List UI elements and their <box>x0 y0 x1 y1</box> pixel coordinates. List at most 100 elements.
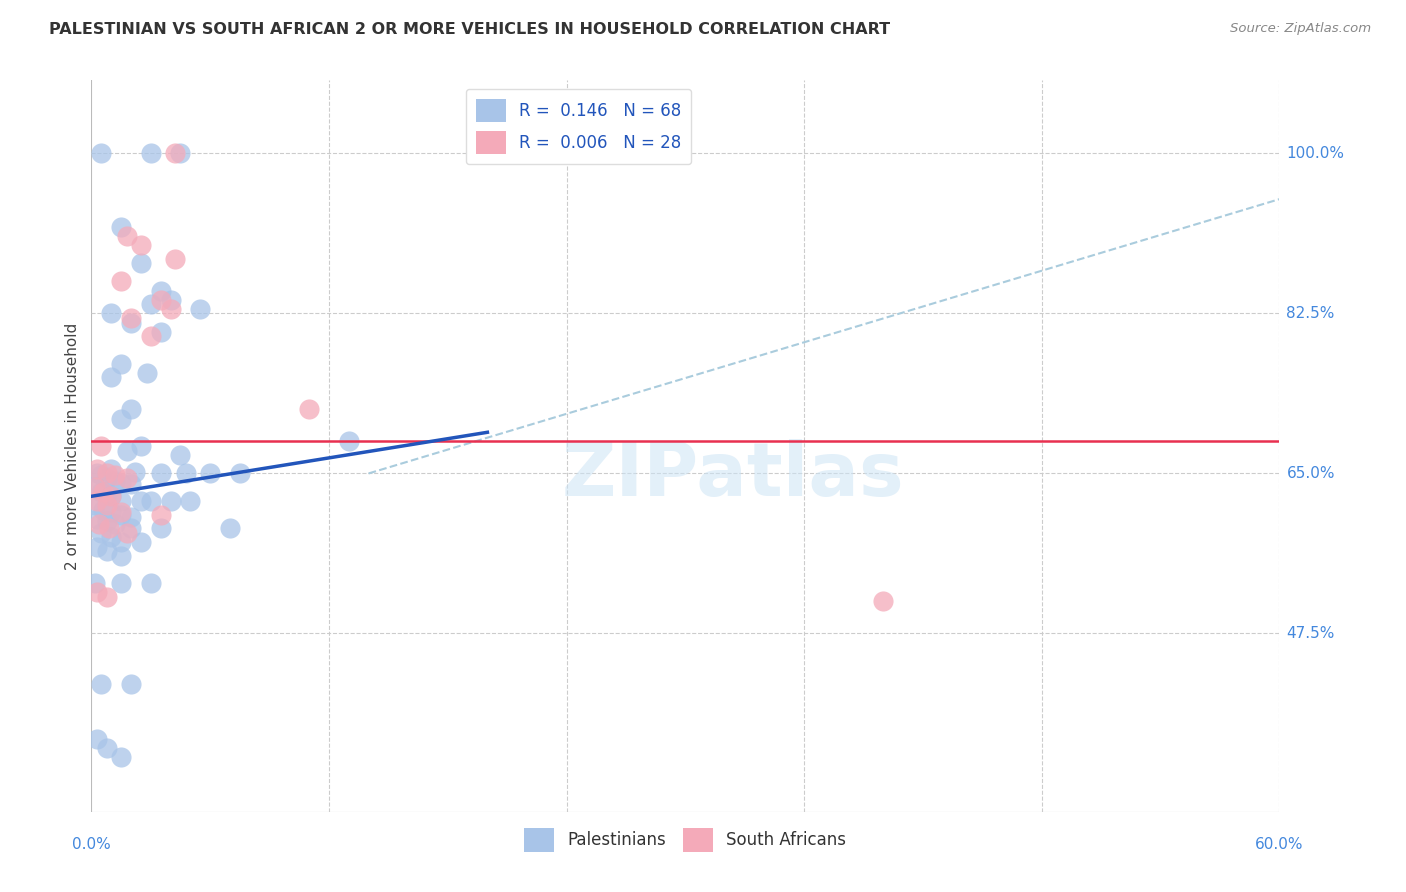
Point <box>100 489 122 503</box>
Point <box>84 480 107 494</box>
Point <box>169 146 191 161</box>
Point <box>219 521 242 535</box>
Point <box>120 677 142 691</box>
Point <box>96 467 118 481</box>
Point <box>104 516 127 531</box>
Point <box>84 480 107 494</box>
Text: 82.5%: 82.5% <box>1286 306 1334 321</box>
Point <box>139 329 162 343</box>
Point <box>163 252 186 266</box>
Point <box>110 494 132 508</box>
Point <box>89 516 111 531</box>
Point <box>149 284 172 298</box>
Point <box>91 503 114 517</box>
Point <box>120 316 142 330</box>
Point <box>96 544 118 558</box>
Point <box>96 590 118 604</box>
Point <box>124 465 146 479</box>
Point <box>159 293 181 307</box>
Point <box>84 576 107 591</box>
Point <box>110 576 132 591</box>
Point <box>90 468 112 483</box>
Point <box>86 512 108 526</box>
Point <box>110 549 132 563</box>
Point <box>110 508 132 522</box>
Point <box>169 448 191 462</box>
Point <box>115 471 138 485</box>
Point <box>139 297 162 311</box>
Point <box>100 370 122 384</box>
Text: 65.0%: 65.0% <box>1286 466 1334 481</box>
Point <box>110 219 132 234</box>
Point <box>139 494 162 508</box>
Point <box>129 256 152 270</box>
Point <box>159 301 181 316</box>
Point <box>120 521 142 535</box>
Point <box>120 510 142 524</box>
Point <box>129 439 152 453</box>
Point <box>129 535 152 549</box>
Text: 47.5%: 47.5% <box>1286 626 1334 641</box>
Point <box>91 484 114 499</box>
Point <box>100 530 122 544</box>
Point <box>110 411 132 425</box>
Point <box>86 731 108 746</box>
Point <box>110 535 132 549</box>
Point <box>86 540 108 554</box>
Text: PALESTINIAN VS SOUTH AFRICAN 2 OR MORE VEHICLES IN HOUSEHOLD CORRELATION CHART: PALESTINIAN VS SOUTH AFRICAN 2 OR MORE V… <box>49 22 890 37</box>
Point <box>872 594 894 608</box>
Point <box>149 325 172 339</box>
Point <box>96 514 118 528</box>
Point <box>163 146 186 161</box>
Point <box>96 499 118 513</box>
Point <box>229 467 252 481</box>
Point <box>90 677 112 691</box>
Point <box>139 576 162 591</box>
Point <box>149 467 172 481</box>
Point <box>104 468 127 483</box>
Text: 0.0%: 0.0% <box>72 837 111 852</box>
Point <box>129 494 152 508</box>
Point <box>110 475 132 490</box>
Text: 100.0%: 100.0% <box>1286 146 1344 161</box>
Legend: Palestinians, South Africans: Palestinians, South Africans <box>517 822 853 858</box>
Text: 60.0%: 60.0% <box>1256 837 1303 852</box>
Point <box>139 146 162 161</box>
Point <box>110 357 132 371</box>
Point <box>149 521 172 535</box>
Point <box>120 477 142 491</box>
Point <box>110 275 132 289</box>
Text: ZIPatlas: ZIPatlas <box>561 439 904 512</box>
Point <box>115 228 138 243</box>
Point <box>298 402 321 417</box>
Point <box>100 306 122 320</box>
Point <box>98 521 121 535</box>
Point <box>100 505 122 519</box>
Point <box>86 462 108 476</box>
Point <box>198 467 221 481</box>
Point <box>90 439 112 453</box>
Point <box>176 467 198 481</box>
Point <box>110 749 132 764</box>
Point <box>110 505 132 519</box>
Point <box>86 467 108 481</box>
Text: Source: ZipAtlas.com: Source: ZipAtlas.com <box>1230 22 1371 36</box>
Y-axis label: 2 or more Vehicles in Household: 2 or more Vehicles in Household <box>65 322 80 570</box>
Point <box>104 474 127 488</box>
Point <box>96 740 118 755</box>
Point <box>188 301 211 316</box>
Point <box>96 471 118 485</box>
Point <box>115 443 138 458</box>
Point <box>86 585 108 599</box>
Point <box>135 366 157 380</box>
Point <box>90 146 112 161</box>
Point <box>100 489 122 503</box>
Point <box>337 434 360 449</box>
Point <box>159 494 181 508</box>
Point <box>149 293 172 307</box>
Point <box>84 499 107 513</box>
Point <box>179 494 201 508</box>
Point <box>129 238 152 252</box>
Point <box>96 486 118 500</box>
Point <box>86 494 108 508</box>
